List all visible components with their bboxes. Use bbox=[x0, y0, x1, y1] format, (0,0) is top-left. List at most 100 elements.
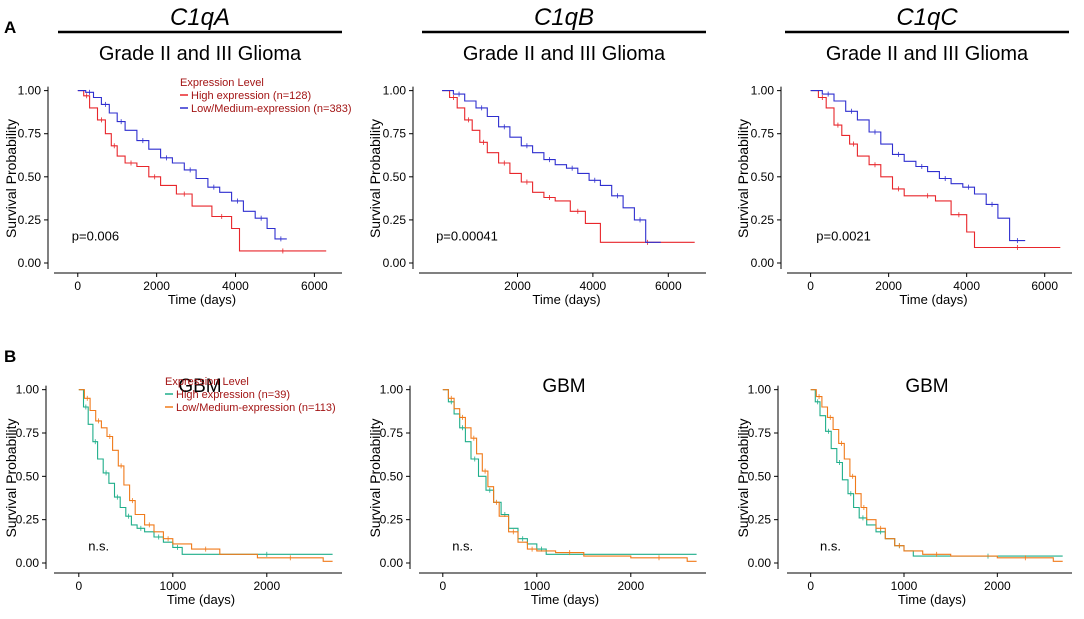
y-axis-label: Survival Probability bbox=[735, 119, 751, 238]
km-curve-high bbox=[810, 389, 1063, 557]
y-axis-label: Survival Probability bbox=[735, 418, 751, 537]
chart-title: GBM bbox=[905, 376, 948, 397]
km-curve-low bbox=[442, 90, 661, 243]
x-tick-label: 1000 bbox=[159, 579, 186, 593]
x-tick-label: 6000 bbox=[301, 279, 328, 293]
x-axis-label: Time (days) bbox=[899, 292, 967, 307]
legend-title: Expression Level bbox=[165, 376, 249, 388]
x-tick-label: 4000 bbox=[222, 279, 249, 293]
legend-entry: High expression (n=128) bbox=[191, 90, 311, 102]
chart-B2: GBM 0.00 0.25 0.50 0.75 1.00 0 1000 2000 Time (da… bbox=[367, 376, 706, 607]
y-tick-label: 0.50 bbox=[380, 469, 404, 483]
y-tick-label: 0.00 bbox=[748, 556, 772, 570]
y-tick-label: 0.00 bbox=[383, 256, 407, 270]
y-axis-label: Survival Probability bbox=[367, 119, 383, 238]
y-tick-label: 0.75 bbox=[380, 426, 404, 440]
x-tick-label: 2000 bbox=[504, 279, 531, 293]
annotation-ns: n.s. bbox=[820, 539, 841, 554]
y-tick-label: 0.50 bbox=[16, 469, 40, 483]
y-tick-label: 0.25 bbox=[383, 213, 407, 227]
gene-header-c1qa: C1qA bbox=[170, 4, 230, 31]
y-axis-label: Survival Probability bbox=[367, 418, 383, 537]
y-tick-label: 0.00 bbox=[18, 256, 42, 270]
x-tick-label: 6000 bbox=[655, 279, 682, 293]
km-curve-low bbox=[78, 389, 333, 562]
y-tick-label: 0.25 bbox=[380, 513, 404, 527]
chart-B3: GBM 0.00 0.25 0.50 0.75 1.00 0 1000 2000 Time (da… bbox=[735, 376, 1072, 607]
annotation-pvalue: p=0.0021 bbox=[816, 228, 871, 243]
chart-A3: Grade II and III Glioma 0.00 0.25 0.50 0.75 1… bbox=[735, 43, 1072, 307]
x-tick-label: 1000 bbox=[891, 579, 918, 593]
y-tick-label: 0.50 bbox=[748, 469, 772, 483]
y-tick-label: 0.25 bbox=[16, 513, 40, 527]
chart-B1: GBM 0.00 0.25 0.50 0.75 1.00 0 1000 2000 Time (da… bbox=[3, 376, 342, 607]
y-tick-label: 1.00 bbox=[18, 84, 42, 98]
x-tick-label: 2000 bbox=[984, 579, 1011, 593]
x-tick-label: 2000 bbox=[253, 579, 280, 593]
chart-A1: Grade II and III Glioma 0.00 0.25 0.50 0.75 1… bbox=[3, 43, 352, 307]
x-tick-label: 0 bbox=[807, 579, 814, 593]
y-tick-label: 0.25 bbox=[748, 513, 772, 527]
y-tick-label: 0.00 bbox=[16, 556, 40, 570]
km-curve-low bbox=[442, 389, 697, 562]
km-curve-high bbox=[442, 389, 697, 555]
y-tick-label: 0.50 bbox=[18, 170, 42, 184]
annotation-pvalue: p=0.00041 bbox=[436, 228, 498, 243]
y-tick-label: 1.00 bbox=[751, 84, 775, 98]
gene-header-c1qb: C1qB bbox=[534, 4, 594, 31]
y-axis-label: Survival Probability bbox=[3, 418, 19, 537]
y-tick-label: 1.00 bbox=[16, 383, 40, 397]
y-tick-label: 1.00 bbox=[748, 383, 772, 397]
y-tick-label: 0.25 bbox=[751, 213, 775, 227]
legend-entry: High expression (n=39) bbox=[176, 389, 290, 401]
panel-label-b: B bbox=[4, 347, 16, 366]
km-curve-high bbox=[78, 389, 333, 555]
km-curve-high bbox=[810, 90, 1061, 249]
x-tick-label: 0 bbox=[74, 279, 81, 293]
x-tick-label: 0 bbox=[75, 579, 82, 593]
km-curve-high bbox=[442, 90, 695, 243]
y-tick-label: 0.75 bbox=[383, 127, 407, 141]
y-tick-label: 0.75 bbox=[748, 426, 772, 440]
panel-label-a: A bbox=[4, 18, 16, 37]
chart-title: GBM bbox=[178, 376, 221, 397]
x-axis-label: Time (days) bbox=[531, 592, 599, 607]
x-tick-label: 2000 bbox=[143, 279, 170, 293]
legend-entry: Low/Medium-expression (n=383) bbox=[191, 103, 352, 115]
x-axis-label: Time (days) bbox=[168, 292, 236, 307]
y-tick-label: 0.50 bbox=[751, 170, 775, 184]
y-tick-label: 0.75 bbox=[18, 127, 42, 141]
annotation-ns: n.s. bbox=[452, 539, 473, 554]
legend-title: Expression Level bbox=[180, 77, 264, 89]
y-tick-label: 1.00 bbox=[383, 84, 407, 98]
annotation-ns: n.s. bbox=[88, 539, 109, 554]
y-tick-label: 0.00 bbox=[380, 556, 404, 570]
x-axis-label: Time (days) bbox=[898, 592, 966, 607]
chart-title: GBM bbox=[542, 376, 585, 397]
x-axis-label: Time (days) bbox=[532, 292, 600, 307]
chart-title: Grade II and III Glioma bbox=[463, 43, 666, 65]
x-tick-label: 4000 bbox=[580, 279, 607, 293]
chart-A2: Grade II and III Glioma 0.00 0.25 0.50 0.75 1… bbox=[367, 43, 706, 307]
chart-title: Grade II and III Glioma bbox=[826, 43, 1029, 65]
chart-title: Grade II and III Glioma bbox=[99, 43, 302, 65]
gene-header-c1qc: C1qC bbox=[896, 4, 958, 31]
y-tick-label: 0.25 bbox=[18, 213, 42, 227]
y-tick-label: 0.00 bbox=[751, 256, 775, 270]
legend-entry: Low/Medium-expression (n=113) bbox=[176, 402, 336, 414]
y-tick-label: 0.50 bbox=[383, 170, 407, 184]
x-axis-label: Time (days) bbox=[167, 592, 235, 607]
x-tick-label: 4000 bbox=[953, 279, 980, 293]
annotation-pvalue: p=0.006 bbox=[72, 228, 119, 243]
x-tick-label: 6000 bbox=[1031, 279, 1058, 293]
km-curve-low bbox=[810, 389, 1063, 562]
x-tick-label: 0 bbox=[439, 579, 446, 593]
x-tick-label: 1000 bbox=[523, 579, 550, 593]
km-curve-low bbox=[810, 90, 1026, 242]
x-tick-label: 2000 bbox=[875, 279, 902, 293]
x-tick-label: 0 bbox=[807, 279, 814, 293]
y-tick-label: 1.00 bbox=[380, 383, 404, 397]
km-curve-high bbox=[77, 90, 327, 252]
y-tick-label: 0.75 bbox=[751, 127, 775, 141]
